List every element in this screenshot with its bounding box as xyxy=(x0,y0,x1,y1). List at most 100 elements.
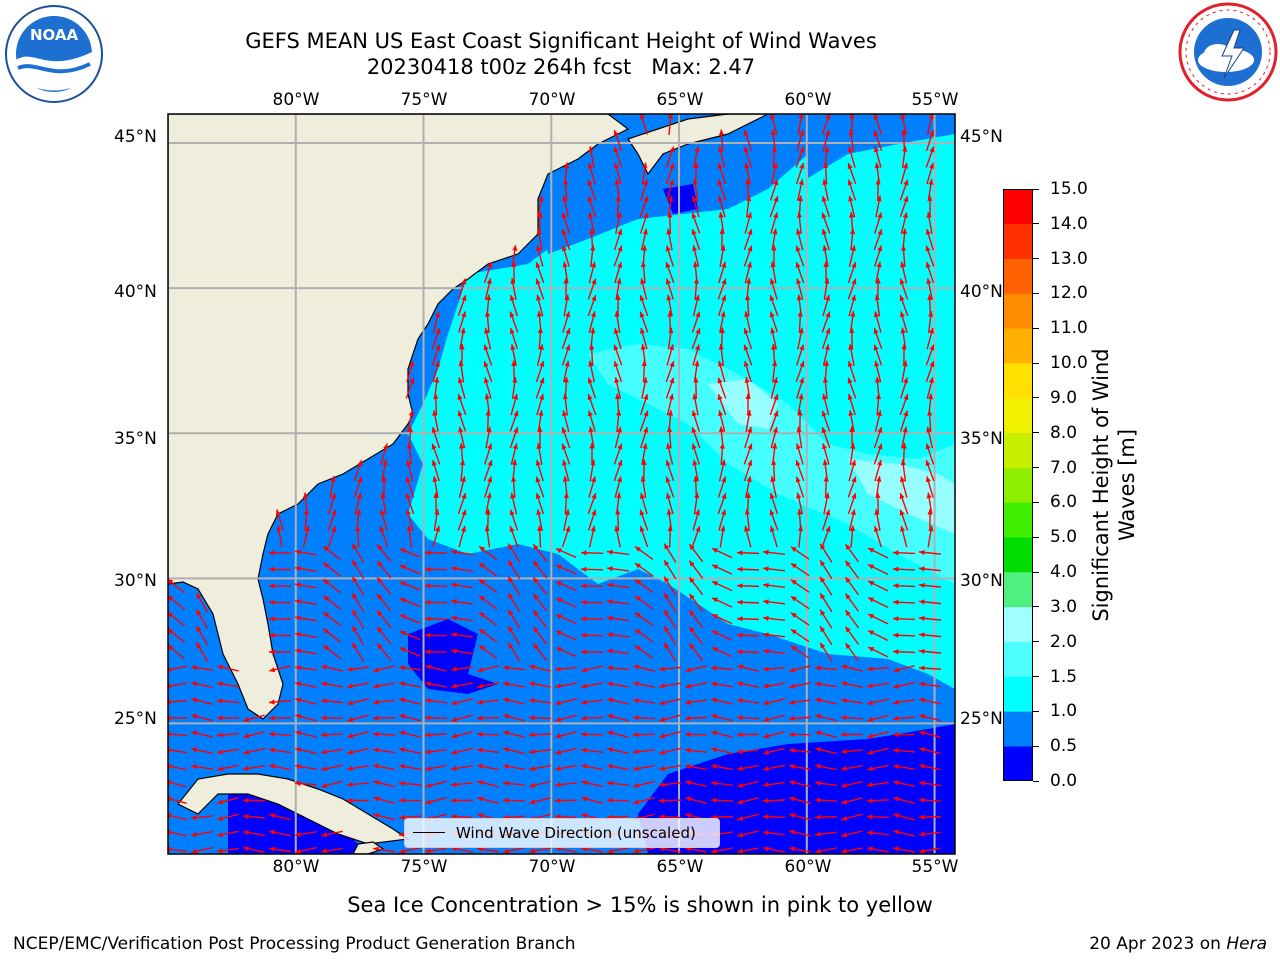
wave-direction-arrow xyxy=(399,714,421,722)
wave-direction-arrow xyxy=(373,763,395,771)
wave-direction-arrow xyxy=(268,550,292,556)
wave-direction-arrow xyxy=(346,781,370,788)
wave-direction-arrow xyxy=(693,277,700,301)
wave-direction-arrow xyxy=(745,476,752,498)
wave-direction-arrow xyxy=(587,492,597,515)
wave-direction-arrow xyxy=(918,582,942,589)
wave-direction-arrow xyxy=(268,699,292,705)
wave-direction-arrow xyxy=(737,681,759,688)
wave-direction-arrow xyxy=(867,714,889,722)
wave-direction-arrow xyxy=(665,146,675,168)
wave-direction-arrow xyxy=(555,630,577,641)
wave-direction-arrow xyxy=(796,426,803,449)
wave-direction-arrow xyxy=(685,665,707,673)
wave-direction-arrow xyxy=(737,764,759,772)
wave-direction-arrow xyxy=(867,730,889,739)
wave-direction-arrow xyxy=(789,813,811,821)
wave-direction-arrow xyxy=(588,146,595,168)
wave-direction-arrow xyxy=(640,179,649,201)
wave-direction-arrow xyxy=(607,632,629,638)
wave-direction-arrow xyxy=(848,195,856,218)
wave-direction-arrow xyxy=(399,747,421,755)
wave-direction-arrow xyxy=(581,665,603,673)
wave-direction-arrow xyxy=(555,714,577,722)
wave-direction-arrow xyxy=(607,549,629,556)
wave-direction-arrow xyxy=(899,311,908,333)
wave-direction-arrow xyxy=(892,747,916,754)
wave-direction-arrow xyxy=(639,393,649,416)
wave-direction-arrow xyxy=(507,642,521,662)
wave-direction-arrow xyxy=(901,360,908,383)
wave-direction-arrow xyxy=(503,697,525,705)
wave-direction-arrow xyxy=(762,814,786,820)
wave-direction-arrow xyxy=(503,714,525,722)
wave-band-north xyxy=(538,154,808,274)
wave-direction-arrow xyxy=(399,730,421,738)
wave-direction-arrow xyxy=(659,747,681,755)
wave-direction-arrow xyxy=(580,715,604,721)
wave-direction-arrow xyxy=(195,642,209,662)
wave-direction-arrow xyxy=(893,829,915,837)
wave-direction-arrow xyxy=(322,595,342,610)
wave-direction-arrow xyxy=(191,846,213,854)
wave-direction-arrow xyxy=(633,764,655,772)
wave-direction-arrow xyxy=(821,311,831,333)
wave-direction-arrow xyxy=(815,763,837,771)
wave-direction-arrow xyxy=(770,327,778,350)
wave-direction-arrow xyxy=(873,245,883,267)
wave-direction-arrow xyxy=(892,715,916,722)
wave-direction-arrow xyxy=(691,443,701,465)
wave-direction-arrow xyxy=(693,162,699,185)
wave-direction-arrow xyxy=(796,129,805,152)
wave-direction-arrow xyxy=(477,796,499,805)
wave-direction-arrow xyxy=(217,847,239,854)
wave-direction-arrow xyxy=(268,731,292,737)
wave-direction-arrow xyxy=(691,327,701,350)
wave-direction-arrow xyxy=(719,311,726,333)
colorbar-tick-mark xyxy=(1033,258,1039,260)
wave-direction-arrow xyxy=(711,747,733,755)
wave-direction-arrow xyxy=(840,748,864,755)
wave-direction-arrow xyxy=(581,796,603,805)
wave-direction-arrow xyxy=(769,179,779,201)
wave-direction-arrow xyxy=(710,797,734,803)
wave-direction-arrow xyxy=(563,492,569,515)
wave-direction-arrow xyxy=(867,646,889,658)
wave-direction-arrow xyxy=(875,195,882,218)
wave-direction-arrow xyxy=(789,699,811,705)
wave-direction-arrow xyxy=(770,476,777,498)
wave-direction-arrow xyxy=(795,344,805,366)
wave-direction-arrow xyxy=(295,831,317,837)
wave-direction-arrow xyxy=(814,831,838,837)
wave-direction-arrow xyxy=(634,645,654,659)
wave-direction-arrow xyxy=(406,459,414,482)
wave-direction-arrow xyxy=(744,426,753,449)
wave-direction-arrow xyxy=(770,212,779,234)
wave-direction-arrow xyxy=(483,459,493,482)
wave-direction-arrow xyxy=(762,666,786,672)
wave-direction-arrow xyxy=(457,377,466,399)
wave-direction-arrow xyxy=(823,475,829,499)
wave-direction-arrow xyxy=(511,245,518,267)
wave-direction-arrow xyxy=(613,344,623,366)
wave-direction-arrow xyxy=(849,327,855,350)
wave-direction-arrow xyxy=(477,780,499,788)
wave-direction-arrow xyxy=(893,681,915,689)
wave-direction-arrow xyxy=(736,632,760,638)
wave-direction-arrow xyxy=(900,327,907,350)
wave-direction-arrow xyxy=(821,525,831,548)
wave-direction-arrow xyxy=(763,747,785,755)
wave-direction-arrow xyxy=(925,146,935,168)
wave-direction-arrow xyxy=(925,459,935,482)
wave-direction-arrow xyxy=(581,763,603,771)
wave-direction-arrow xyxy=(424,550,448,556)
wave-direction-arrow xyxy=(667,525,673,548)
wave-direction-arrow xyxy=(918,814,942,820)
lat-tick-left-0: 45°N xyxy=(114,127,157,147)
wave-direction-arrow xyxy=(711,847,733,854)
wave-direction-arrow xyxy=(762,798,786,804)
wave-direction-arrow xyxy=(634,562,654,577)
wave-direction-arrow xyxy=(346,666,370,672)
wave-direction-arrow xyxy=(614,476,622,498)
wave-direction-arrow xyxy=(736,732,760,738)
